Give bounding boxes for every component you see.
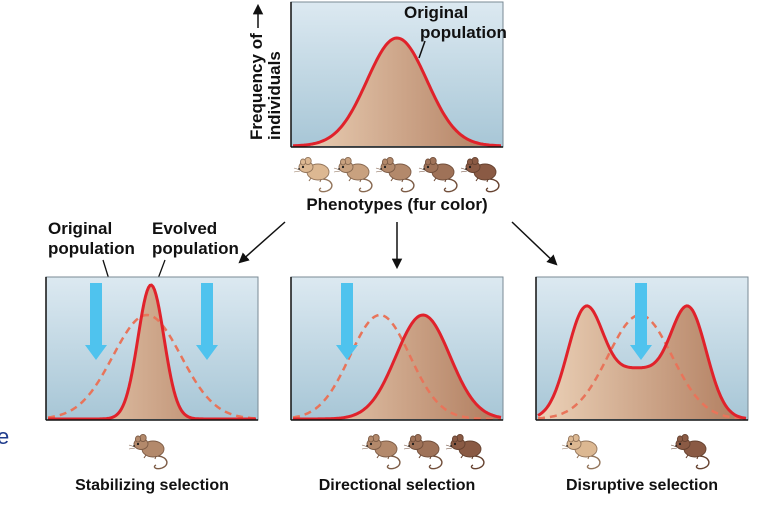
- flow-arrow-icon: [511, 221, 558, 266]
- original-population-dashed-curve: [292, 313, 501, 421]
- evolved-population-curve: [48, 283, 256, 421]
- disruptive-title: Disruptive selection: [566, 477, 718, 494]
- top-panel: Frequency of individuals Original popula…: [247, 1, 507, 214]
- directional-title: Directional selection: [319, 477, 476, 494]
- original-population-area: [293, 38, 501, 146]
- callout-original-line2: population: [48, 239, 135, 258]
- mouse-icon: [460, 156, 500, 193]
- selection-arrow-icon: [336, 283, 358, 360]
- mouse-icon: [561, 433, 601, 470]
- directional-selection-panel: Directional selection: [290, 276, 504, 494]
- selection-arrow-icon: [196, 283, 218, 360]
- evolved-population-area: [538, 305, 746, 419]
- mouse-icon: [670, 433, 710, 470]
- selection-arrow-icon: [630, 283, 652, 360]
- evolved-population-area: [293, 315, 501, 419]
- callout-evolved-line2: population: [152, 239, 239, 258]
- flow-arrows: [238, 221, 558, 270]
- phenotype-mice-row: [293, 156, 500, 193]
- y-axis-label-line1: Frequency of: [247, 33, 266, 140]
- callouts: Original population Evolved population: [48, 219, 239, 332]
- disruptive-selection-panel: Disruptive selection: [535, 276, 749, 494]
- mouse-icon: [375, 156, 415, 193]
- flow-arrow-icon: [238, 221, 286, 264]
- mouse-icon: [445, 433, 485, 470]
- cropped-text-fragment: e: [0, 424, 9, 449]
- evolved-population-curve: [537, 304, 747, 420]
- evolved-population-curve: [293, 313, 502, 421]
- mouse-icon: [403, 433, 443, 470]
- x-axis-label: Phenotypes (fur color): [306, 195, 487, 214]
- curve-label-line2: population: [420, 23, 507, 42]
- curve-label-line1: Original: [404, 3, 468, 22]
- mouse-icon: [361, 433, 401, 470]
- evolved-population-area: [48, 285, 256, 419]
- mouse-icon: [418, 156, 458, 193]
- y-axis-label: Frequency of individuals: [247, 3, 284, 140]
- mouse-icon: [128, 433, 168, 470]
- callout-original-line1: Original: [48, 219, 112, 238]
- selection-arrow-icon: [85, 283, 107, 360]
- curve-label-pointer: [418, 40, 426, 59]
- callout-evolved-line1: Evolved: [152, 219, 217, 238]
- stabilizing-selection-panel: Stabilizing selection: [45, 276, 259, 494]
- original-population-curve: [293, 36, 501, 148]
- original-population-dashed-curve: [47, 313, 257, 420]
- mouse-icon: [333, 156, 373, 193]
- y-axis-label-line2: individuals: [265, 51, 284, 140]
- mouse-icon: [293, 156, 333, 193]
- stabilizing-title: Stabilizing selection: [75, 477, 229, 494]
